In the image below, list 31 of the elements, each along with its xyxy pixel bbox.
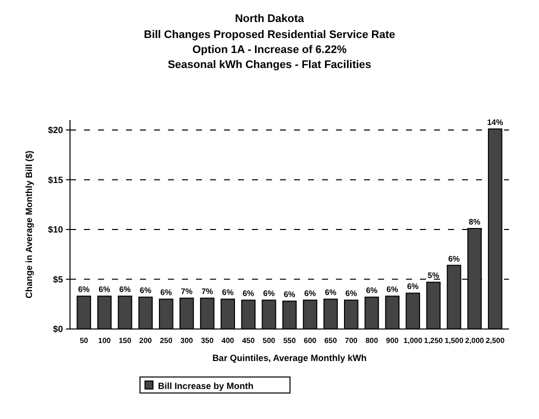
annotation: 6% — [284, 290, 296, 300]
annotation: 6% — [222, 288, 234, 298]
chart-title: North Dakota — [234, 13, 305, 25]
annotation: 8% — [468, 217, 480, 226]
y-tick-label: $10 — [48, 224, 63, 235]
annotation: 6% — [407, 282, 419, 292]
annotation: 6% — [386, 285, 398, 294]
annotation: 6% — [160, 288, 172, 298]
annotation: 6% — [366, 286, 378, 296]
annotation: 6% — [98, 285, 110, 294]
annotation: 6% — [304, 289, 316, 298]
chart-subtitle: Bill Changes Proposed Residential Service Rate Option 1A - Increase of 6.22% Seasonal kWh Changes - Flat Facilities — [144, 29, 396, 71]
annotation: 14% — [487, 118, 504, 127]
annotation: 6% — [324, 288, 336, 298]
annotation: 6% — [119, 285, 131, 294]
y-tick-label: $5 — [52, 274, 63, 284]
y-tick-label: $20 — [48, 125, 63, 136]
annotation: 6% — [263, 289, 275, 298]
legend-label: Bill Increase by Month — [158, 381, 254, 391]
annotation: 7% — [201, 287, 214, 296]
annotation: 7% — [180, 287, 192, 296]
y-axis-title: Change in Average Monthly Bill ($) — [24, 150, 34, 298]
y-tick-label: $0 — [52, 324, 63, 334]
y-tick-label: $15 — [48, 174, 63, 185]
annotation: 6% — [140, 286, 152, 296]
annotation: 6% — [242, 289, 254, 298]
annotation: 6% — [448, 254, 460, 264]
annotation: 6% — [345, 289, 357, 298]
annotation: 6% — [78, 285, 90, 294]
annotation: 5% — [428, 271, 440, 280]
x-axis-title: Bar Quintiles, Average Monthly kWh — [212, 353, 367, 363]
